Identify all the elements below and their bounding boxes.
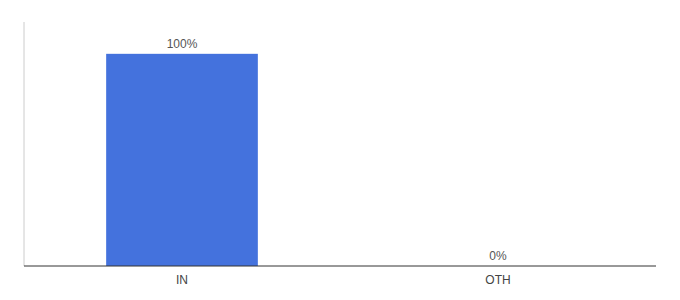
data-labels: 100% 0% [167,37,507,263]
chart: IN OTH 100% 0% [0,0,680,300]
page: {"chart_data": {"type": "bar", "categori… [0,0,680,300]
x-axis-line [24,266,656,267]
bars [106,54,258,266]
y-axis-line [24,22,25,266]
plot-area: IN OTH 100% 0% [24,22,656,287]
data-label: 100% [167,37,198,51]
bar [106,54,258,266]
x-tick-label: IN [176,273,188,287]
data-label: 0% [489,249,507,263]
axes: IN OTH [24,22,656,287]
x-tick-label: OTH [485,273,510,287]
